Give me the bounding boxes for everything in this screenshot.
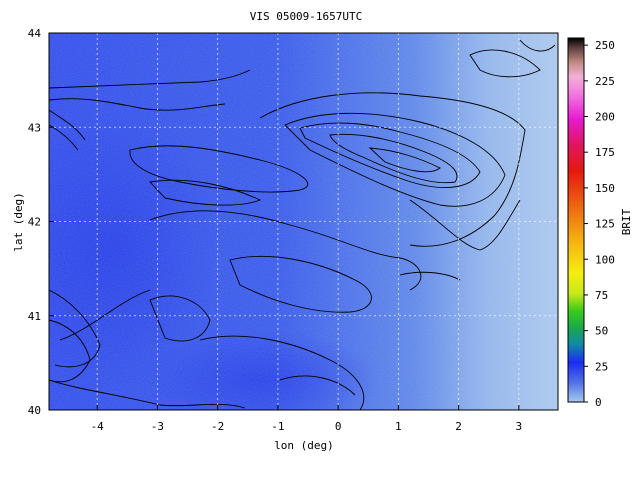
contour-line bbox=[279, 375, 356, 396]
x-tick-label: 3 bbox=[516, 420, 523, 433]
colorbar-tick-label: 25 bbox=[595, 360, 608, 373]
contour-line bbox=[49, 69, 251, 89]
contour-line bbox=[329, 133, 458, 184]
axis-ticks bbox=[49, 32, 520, 411]
x-tick-labels: -4 -3 -2 -1 0 1 2 3 bbox=[91, 420, 523, 433]
x-tick-label: -2 bbox=[211, 420, 224, 433]
y-tick-label: 40 bbox=[28, 404, 41, 417]
contour-line bbox=[409, 199, 521, 251]
contour-line bbox=[49, 289, 101, 368]
contour-line bbox=[469, 49, 541, 78]
contour-line bbox=[49, 319, 91, 383]
contours bbox=[49, 39, 556, 410]
y-tick-label: 44 bbox=[28, 27, 42, 40]
y-tick-label: 43 bbox=[28, 121, 41, 134]
x-tick-label: 1 bbox=[395, 420, 402, 433]
contour-line bbox=[229, 255, 372, 313]
colorbar-tick-label: 125 bbox=[595, 218, 615, 231]
x-tick-label: -4 bbox=[91, 420, 105, 433]
contour-line bbox=[49, 109, 86, 141]
colorbar-gradient bbox=[567, 37, 585, 403]
colorbar-ticks: 0 25 50 75 100 125 150 175 200 225 250 bbox=[584, 39, 615, 409]
y-tick-label: 41 bbox=[28, 310, 41, 323]
colorbar-tick-label: 250 bbox=[595, 39, 615, 52]
colorbar-tick-label: 150 bbox=[595, 182, 615, 195]
colorbar-tick-label: 100 bbox=[595, 253, 615, 266]
x-tick-label: -3 bbox=[151, 420, 164, 433]
colorbar-tick-label: 75 bbox=[595, 289, 608, 302]
contour-line bbox=[149, 295, 211, 342]
x-axis-label: lon (deg) bbox=[274, 439, 334, 452]
contour-line bbox=[259, 92, 526, 247]
contour-line bbox=[149, 179, 262, 206]
colorbar: 0 25 50 75 100 125 150 175 200 225 250 BRIT bbox=[567, 37, 633, 409]
contour-line bbox=[284, 112, 506, 207]
speckle-texture bbox=[49, 33, 558, 410]
x-tick-label: -1 bbox=[271, 420, 284, 433]
x-tick-label: 0 bbox=[335, 420, 342, 433]
contour-line bbox=[299, 122, 481, 189]
contour-line bbox=[199, 335, 365, 410]
contour-line bbox=[59, 289, 151, 341]
plot-area bbox=[49, 33, 558, 410]
contour-line bbox=[49, 379, 246, 409]
contour-line bbox=[49, 98, 226, 111]
colorbar-tick-label: 0 bbox=[595, 396, 602, 409]
contour-line bbox=[129, 145, 309, 193]
chart-title: VIS 05009-1657UTC bbox=[250, 10, 363, 23]
contour-line bbox=[399, 271, 461, 281]
y-tick-labels: 40 41 42 43 44 bbox=[28, 27, 42, 417]
colorbar-tick-label: 175 bbox=[595, 146, 615, 159]
colorbar-label: BRIT bbox=[620, 208, 633, 235]
x-tick-label: 2 bbox=[455, 420, 462, 433]
contour-line bbox=[149, 210, 422, 291]
colorbar-tick-label: 200 bbox=[595, 111, 615, 124]
colorbar-tick-label: 225 bbox=[595, 75, 615, 88]
y-tick-label: 42 bbox=[28, 216, 41, 229]
contour-line bbox=[368, 147, 441, 173]
colorbar-tick-label: 50 bbox=[595, 325, 608, 338]
y-axis-label: lat (deg) bbox=[12, 192, 25, 252]
contour-line bbox=[519, 39, 556, 52]
